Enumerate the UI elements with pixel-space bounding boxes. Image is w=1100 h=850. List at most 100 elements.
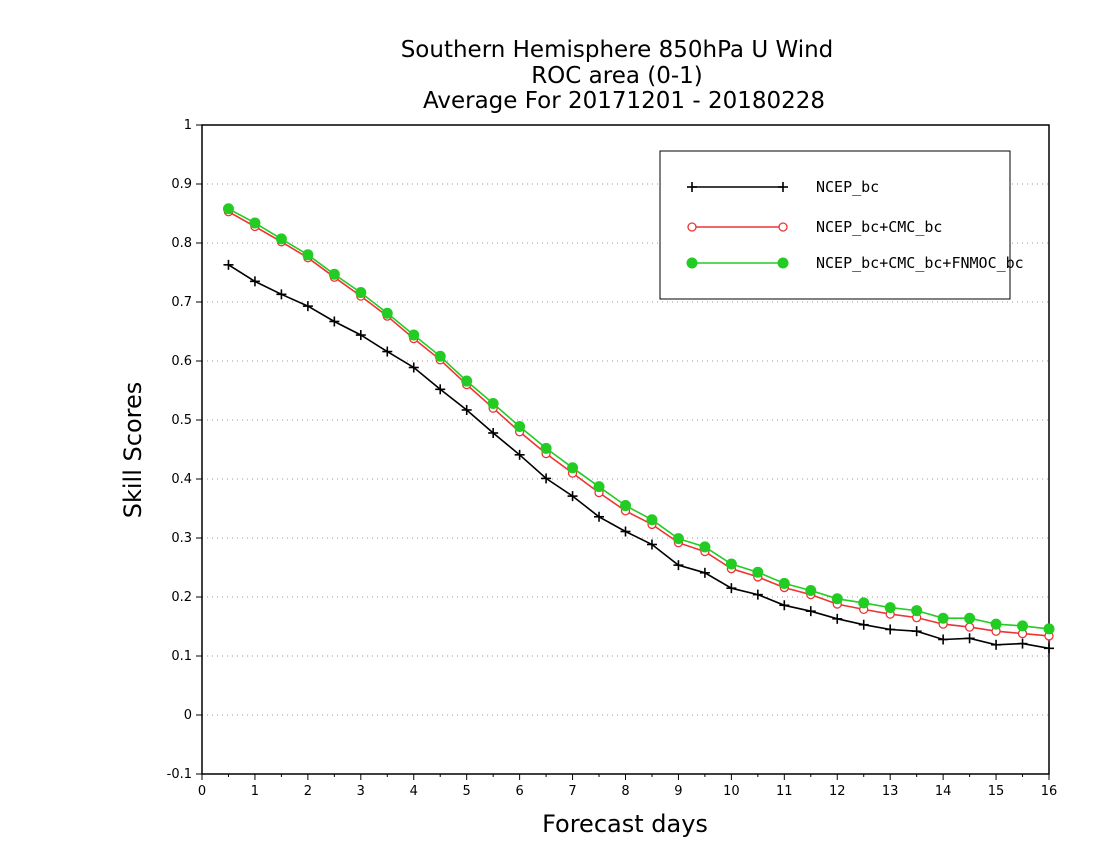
x-tick-label: 0: [198, 784, 206, 799]
legend-label: NCEP_bc+CMC_bc: [816, 218, 942, 236]
ncep-bc-point: [567, 491, 578, 502]
legend-item-ncep-bc-cmc-bc-fnmoc-bc: NCEP_bc+CMC_bc+FNMOC_bc: [686, 254, 1024, 272]
ncep-bc-cmc-bc-fnmoc-bc-point: [778, 577, 790, 589]
title-line-1: Southern Hemisphere 850hPa U Wind: [401, 37, 834, 63]
ncep-bc-point: [276, 289, 287, 300]
legend-item-ncep-bc: NCEP_bc: [687, 178, 879, 196]
ncep-bc-point: [1017, 638, 1028, 649]
series-group: [222, 203, 1055, 654]
x-tick-label: 8: [621, 784, 629, 799]
ncep-bc-point: [223, 259, 234, 270]
ncep-bc-cmc-bc-fnmoc-bc-point: [937, 612, 949, 624]
y-tick-label: -0.1: [167, 767, 192, 782]
ncep-bc-cmc-bc-fnmoc-bc-point: [487, 397, 499, 409]
x-tick-label: 14: [935, 784, 952, 799]
ncep-bc-point: [355, 330, 366, 341]
ncep-bc-cmc-bc-fnmoc-bc-point: [805, 585, 817, 597]
ncep-bc-cmc-bc-fnmoc-bc-point: [461, 375, 473, 387]
legend-ncep-bc-cmc-bc-fnmoc-bc-point: [686, 257, 698, 269]
legend-ncep-bc-cmc-bc-point: [687, 222, 697, 232]
y-tick-label: 0.7: [171, 295, 192, 310]
legend-item-ncep-bc-cmc-bc: NCEP_bc+CMC_bc: [687, 218, 942, 236]
x-tick-label: 7: [568, 784, 576, 799]
x-tick-label: 16: [1041, 784, 1058, 799]
legend-label: NCEP_bc: [816, 178, 879, 196]
ncep-bc-point: [752, 589, 763, 600]
x-tick-label: 3: [357, 784, 365, 799]
ncep-bc-cmc-bc-fnmoc-bc-point: [275, 233, 287, 245]
ncep-bc-cmc-bc-fnmoc-bc-point: [620, 500, 631, 512]
series-ncep-bc: [223, 259, 1054, 654]
ncep-bc-cmc-bc-fnmoc-bc-point: [302, 249, 314, 261]
x-tick-label: 2: [304, 784, 312, 799]
series-ncep-bc-cmc-bc-fnmoc-bc: [222, 203, 1055, 635]
ncep-bc-point: [991, 639, 1002, 650]
legend-ncep-bc-cmc-bc-fnmoc-bc-point: [777, 257, 789, 269]
y-tick-label: 0.8: [171, 236, 192, 251]
y-tick-label: 0.2: [171, 590, 192, 605]
ncep-bc-cmc-bc-fnmoc-bc-point: [646, 514, 658, 526]
y-tick-label: 0.1: [171, 649, 192, 664]
ncep-bc-cmc-bc-fnmoc-bc-point: [328, 268, 340, 280]
ncep-bc-cmc-bc-fnmoc-bc-point: [540, 442, 552, 454]
x-tick-label: 6: [515, 784, 523, 799]
y-tick-label: 1: [184, 118, 192, 133]
ncep-bc-cmc-bc-fnmoc-bc-point: [884, 602, 896, 614]
ncep-bc-point: [435, 384, 446, 395]
x-tick-label: 1: [251, 784, 259, 799]
legend-label: NCEP_bc+CMC_bc+FNMOC_bc: [816, 254, 1024, 272]
ncep-bc-point: [1044, 643, 1054, 654]
ncep-bc-point: [726, 583, 737, 594]
ncep-bc-cmc-bc-fnmoc-bc-point: [355, 287, 367, 299]
ncep-bc-cmc-bc-fnmoc-bc-point: [990, 618, 1002, 630]
ncep-bc-cmc-bc-fnmoc-bc-point: [1043, 623, 1055, 635]
ncep-bc-cmc-bc-fnmoc-bc-point: [408, 329, 420, 341]
ncep-bc-point: [620, 526, 631, 537]
y-tick-label: 0.4: [171, 472, 192, 487]
ncep-bc-point: [646, 539, 657, 550]
ncep-bc-cmc-bc-fnmoc-bc-point: [858, 597, 870, 609]
ncep-bc-point: [805, 606, 816, 617]
ncep-bc-cmc-bc-fnmoc-bc-point: [593, 481, 605, 493]
legend-ncep-bc-point: [687, 182, 697, 192]
y-tick-label: 0.9: [171, 177, 192, 192]
ncep-bc-cmc-bc-fnmoc-bc-point: [567, 462, 579, 474]
y-tick-label: 0.3: [171, 531, 192, 546]
chart-title: Southern Hemisphere 850hPa U Wind ROC ar…: [401, 37, 834, 114]
ncep-bc-point: [699, 567, 710, 578]
ncep-bc-cmc-bc-fnmoc-bc-point: [964, 612, 976, 624]
legend-ncep-bc-cmc-bc-point: [778, 222, 788, 232]
series-line-ncep-bc: [228, 264, 1050, 650]
ncep-bc-cmc-bc-fnmoc-bc-point: [1017, 620, 1029, 632]
x-tick-label: 15: [988, 784, 1005, 799]
ncep-bc-point: [514, 449, 525, 460]
ncep-bc-cmc-bc-fnmoc-bc-point: [222, 203, 234, 215]
title-line-2: ROC area (0-1): [531, 63, 703, 89]
title-line-3: Average For 20171201 - 20180228: [423, 88, 825, 114]
ncep-bc-point: [911, 626, 922, 637]
ncep-bc-point: [461, 404, 472, 415]
ncep-bc-point: [408, 362, 419, 373]
x-axis: 0 1 2 3 4 5 6 7 8 9 10 11 12 13 14 15 16: [198, 774, 1057, 799]
legend-box: [659, 150, 1011, 300]
x-tick-label: 4: [410, 784, 418, 799]
ncep-bc-point: [858, 619, 869, 630]
y-tick-label: 0.5: [171, 413, 192, 428]
ncep-bc-cmc-bc-fnmoc-bc-point: [672, 533, 684, 545]
x-tick-label: 10: [723, 784, 740, 799]
ncep-bc-point: [249, 276, 260, 287]
ncep-bc-cmc-bc-fnmoc-bc-point: [381, 307, 393, 319]
ncep-bc-point: [964, 633, 975, 644]
ncep-bc-cmc-bc-fnmoc-bc-point: [514, 420, 526, 432]
ncep-bc-point: [302, 301, 313, 312]
ncep-bc-point: [673, 560, 684, 571]
ncep-bc-cmc-bc-fnmoc-bc-point: [434, 350, 446, 362]
x-tick-label: 9: [674, 784, 682, 799]
x-tick-label: 5: [463, 784, 471, 799]
ncep-bc-cmc-bc-fnmoc-bc-point: [831, 593, 843, 605]
x-tick-label: 11: [776, 784, 793, 799]
y-axis: -0.1 0 0.1 0.2 0.3 0.4 0.5 0.6 0.7 0.8 0.9 1: [167, 118, 202, 782]
ncep-bc-cmc-bc-fnmoc-bc-point: [725, 558, 737, 570]
legend: NCEP_bc NCEP_bc+CMC_bc NCEP_bc+CMC_bc+FNMO…: [659, 150, 1024, 300]
